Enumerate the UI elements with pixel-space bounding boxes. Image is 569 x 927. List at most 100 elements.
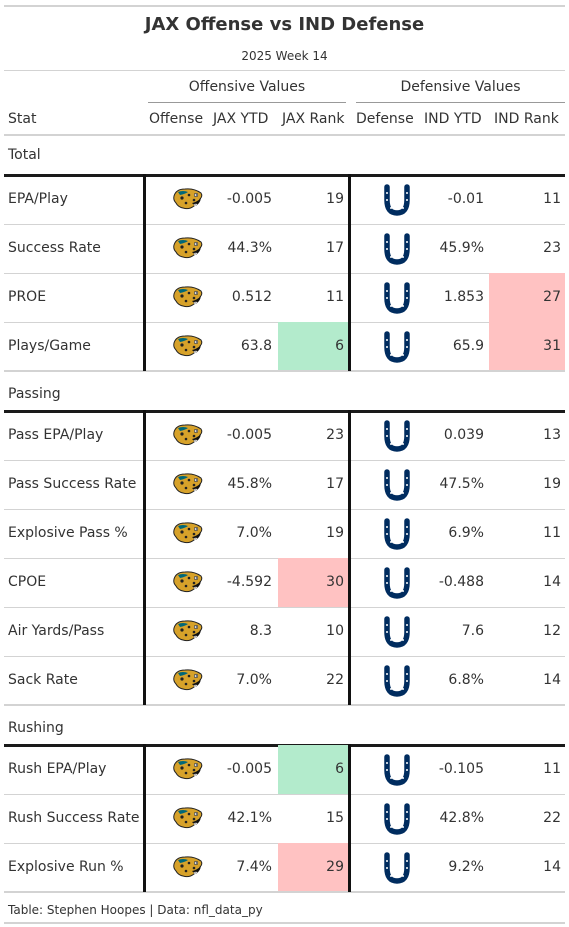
ind-ytd-value: -0.01 [447,191,484,207]
jaguars-logo-icon [172,569,204,599]
table-row: Air Yards/Pass 8.3 10 7.6 12 [4,607,565,656]
table-row: Plays/Game 63.8 6 65.9 31 [4,322,565,371]
jaguars-logo-icon [172,667,204,697]
jax-rank-value: 10 [326,623,344,639]
colts-horseshoe-icon [383,616,411,652]
jaguars-logo-icon [172,235,204,265]
row-divider [4,273,565,274]
ind-rank-value: 22 [543,810,561,826]
stat-name: Success Rate [8,240,101,256]
divider [4,70,565,71]
jaguars-logo-icon [172,333,204,363]
jax-ytd-value: 7.0% [236,525,272,541]
divider [356,102,565,103]
colts-horseshoe-icon [383,282,411,318]
colts-horseshoe-icon [383,754,411,790]
jax-rank-highlight [278,558,348,607]
ind-rank-highlight [489,322,565,371]
stat-name: CPOE [8,574,47,590]
row-divider [4,460,565,461]
table-row: Explosive Pass % 7.0% 19 6.9% 11 [4,509,565,558]
jaguars-logo-icon [172,618,204,648]
ind-ytd-value: 45.9% [439,240,484,256]
column-separator [348,410,351,705]
row-divider [4,794,565,795]
colts-horseshoe-icon [383,184,411,220]
jax-rank-value: 19 [326,191,344,207]
jax-rank-value: 22 [326,672,344,688]
ind-ytd-value: 6.8% [448,672,484,688]
jax-rank-value: 6 [335,761,344,777]
ind-ytd-value: 7.6 [461,623,484,639]
ind-ytd-value: 65.9 [452,338,484,354]
jax-ytd-value: 0.512 [231,289,272,305]
table-row: EPA/Play -0.005 19 -0.01 11 [4,175,565,224]
row-divider [4,607,565,608]
column-separator [143,174,146,371]
jaguars-logo-icon [172,854,204,884]
ind-rank-value: 11 [543,191,561,207]
jax-rank-value: 6 [335,338,344,354]
column-separator [348,174,351,371]
jax-ytd-value: -0.005 [226,761,272,777]
stat-name: Explosive Run % [8,859,124,875]
column-separator [348,744,351,892]
table-row: Pass Success Rate 45.8% 17 47.5% 19 [4,460,565,509]
stat-name: Rush Success Rate [8,810,140,826]
group-heading-passing: Passing [8,386,61,402]
colts-horseshoe-icon [383,518,411,554]
spanner-defensive-values: Defensive Values [400,79,521,95]
jax-ytd-value: 8.3 [249,623,272,639]
ind-rank-value: 23 [543,240,561,256]
jax-ytd-value: 63.8 [240,338,272,354]
jax-rank-value: 17 [326,476,344,492]
ind-rank-value: 14 [543,574,561,590]
ind-ytd-value: -0.105 [438,761,484,777]
group-top-rule [4,174,565,177]
table-row: Rush Success Rate 42.1% 15 42.8% 22 [4,794,565,843]
row-divider [4,224,565,225]
column-header-ind-ytd: IND YTD [424,111,482,127]
ind-rank-value: 14 [543,672,561,688]
column-header-stat: Stat [8,111,37,127]
jax-ytd-value: 45.8% [227,476,272,492]
ind-ytd-value: 0.039 [443,427,484,443]
column-header-offense: Offense [149,111,204,127]
colts-horseshoe-icon [383,852,411,888]
stat-name: Pass EPA/Play [8,427,104,443]
group-heading-total: Total [8,147,41,163]
ind-ytd-value: 9.2% [448,859,484,875]
jaguars-logo-icon [172,805,204,835]
jax-rank-value: 17 [326,240,344,256]
jax-rank-value: 30 [326,574,344,590]
table-row: Sack Rate 7.0% 22 6.8% 14 [4,656,565,705]
stat-name: Air Yards/Pass [8,623,105,639]
jax-rank-value: 11 [326,289,344,305]
ind-ytd-value: 6.9% [448,525,484,541]
jaguars-logo-icon [172,756,204,786]
colts-horseshoe-icon [383,803,411,839]
ind-rank-value: 13 [543,427,561,443]
column-header-jax-rank: JAX Rank [282,111,345,127]
jax-rank-highlight [278,843,348,892]
jax-rank-value: 29 [326,859,344,875]
group-heading-rushing: Rushing [8,720,64,736]
divider [148,102,346,103]
stat-name: EPA/Play [8,191,68,207]
table-subtitle: 2025 Week 14 [241,49,328,63]
colts-horseshoe-icon [383,420,411,456]
colts-horseshoe-icon [383,331,411,367]
column-header-defense: Defense [356,111,414,127]
table-row: Success Rate 44.3% 17 45.9% 23 [4,224,565,273]
jaguars-logo-icon [172,520,204,550]
ind-rank-value: 12 [543,623,561,639]
ind-ytd-value: -0.488 [438,574,484,590]
jaguars-logo-icon [172,186,204,216]
jaguars-logo-icon [172,471,204,501]
group-top-rule [4,410,565,413]
stat-name: PROE [8,289,47,305]
ind-rank-value: 11 [543,525,561,541]
column-separator [143,744,146,892]
divider [4,134,565,136]
colts-horseshoe-icon [383,233,411,269]
